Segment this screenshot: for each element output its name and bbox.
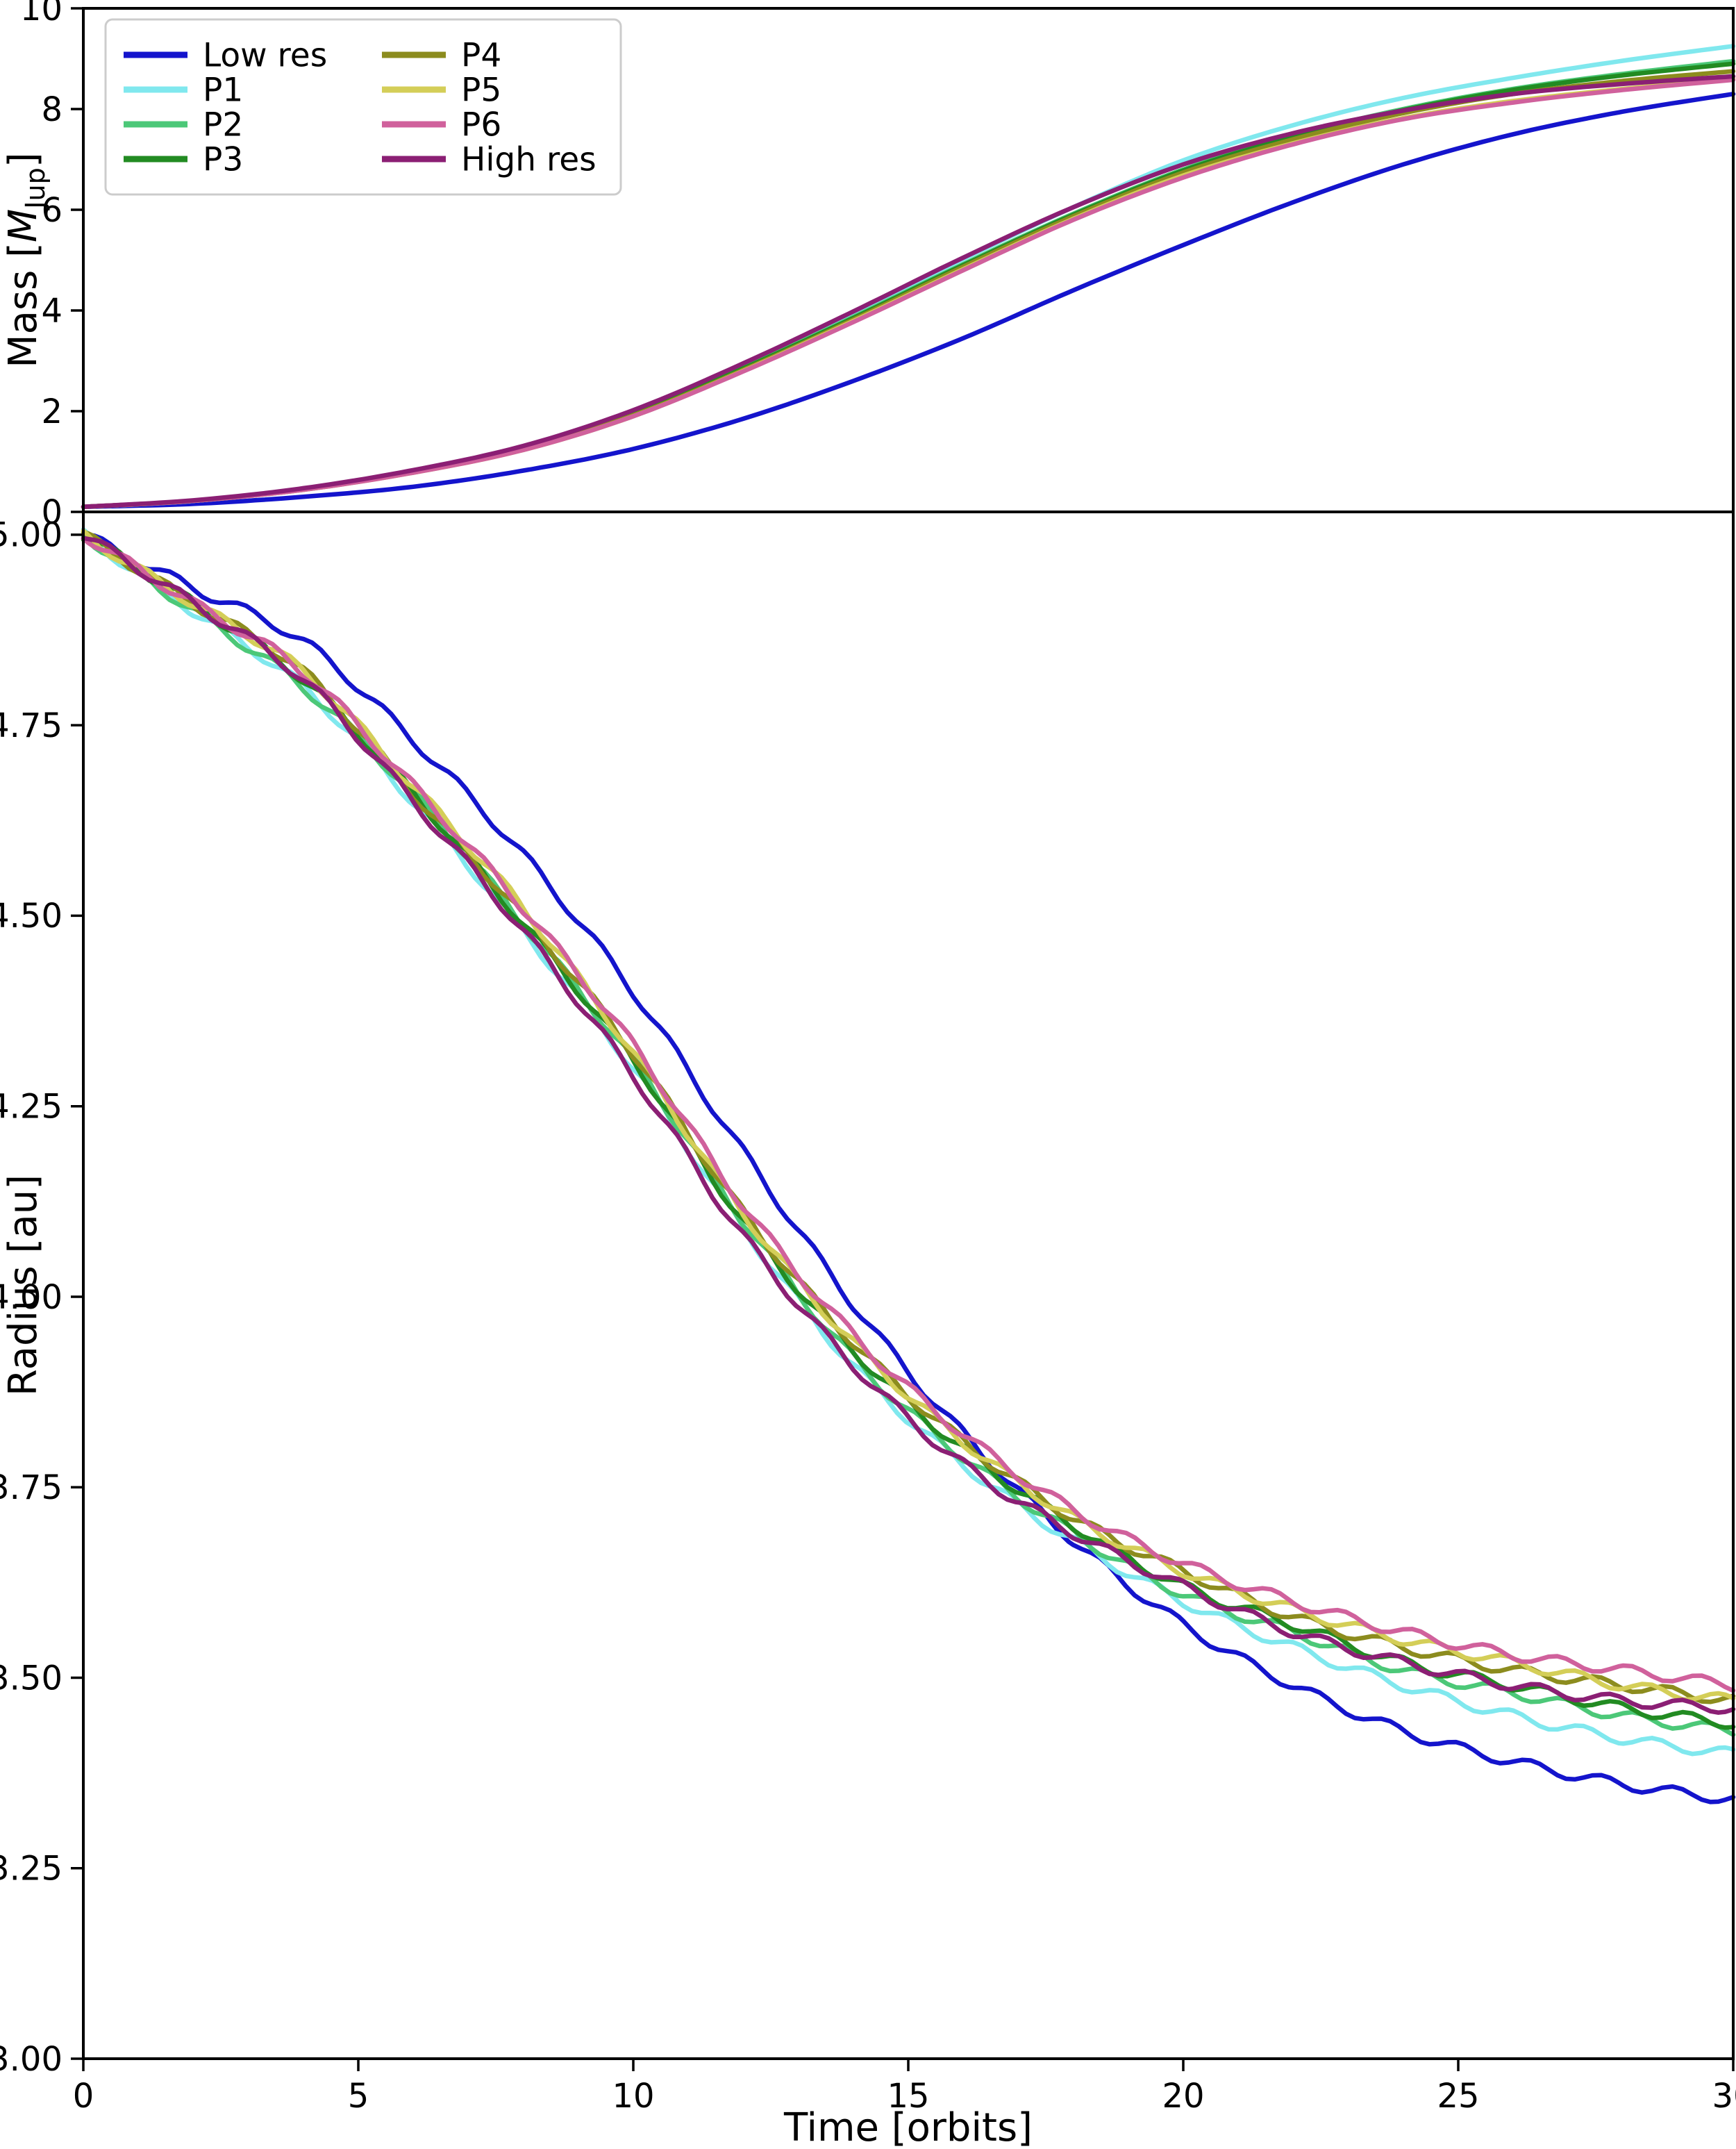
legend-item-low-res: Low res	[124, 36, 327, 74]
legend-label: P6	[461, 106, 501, 144]
radius-y-tick-label: 4.75	[0, 706, 62, 745]
series-line-high-res	[81, 74, 1736, 510]
x-axis-label: Time [orbits]	[783, 2105, 1033, 2149]
legend-label: P4	[461, 36, 501, 74]
radius-ylabel: Radius [au]	[1, 1175, 46, 1396]
x-tick-label: 10	[612, 2077, 654, 2116]
mass-y-tick-label: 0	[41, 493, 62, 532]
mass-panel: 0 2 4 6 8 10 Mass [MJup]	[1, 0, 1736, 532]
mass-y-tick-label: 10	[20, 0, 62, 28]
legend-item-p3: P3	[124, 140, 243, 179]
x-tick-label: 15	[887, 2077, 929, 2116]
radius-y-tick-label: 3.00	[0, 2040, 62, 2079]
radius-y-tick-label: 4.25	[0, 1087, 62, 1126]
radius-y-tick-label: 3.25	[0, 1850, 62, 1889]
x-tick-label: 30	[1712, 2077, 1736, 2116]
legend-box	[104, 18, 622, 196]
x-tick-label: 5	[348, 2077, 369, 2116]
mass-y-tick-label: 2	[41, 392, 62, 431]
series-line-p5	[81, 528, 1736, 1702]
legend-item-p5: P5	[382, 71, 501, 109]
legend-item-p1: P1	[124, 71, 243, 109]
legend-label: P3	[203, 140, 243, 179]
radius-y-tick-label: 5.00	[0, 516, 62, 555]
radius-y-tick-label: 3.50	[0, 1659, 62, 1698]
legend-label: P1	[203, 71, 243, 109]
radius-y-tick-label: 4.00	[0, 1278, 62, 1317]
mass-y-tick-label: 8	[41, 90, 62, 129]
radius-panel: 3.00 3.25 3.50 3.75 4.00 4.25 4.50 4.75 5.00 Radi…	[0, 511, 1736, 2079]
series-line-low-res	[81, 532, 1736, 1804]
series-line-high-res	[81, 536, 1736, 1715]
legend-label: High res	[461, 140, 596, 179]
x-tick-label: 0	[73, 2077, 94, 2116]
legend-item-p6: P6	[382, 106, 501, 144]
radius-y-tick-label: 4.50	[0, 897, 62, 936]
mass-y-tick-label: 6	[41, 191, 62, 230]
legend-label: P2	[203, 106, 243, 144]
x-tick-label: 25	[1437, 2077, 1479, 2116]
legend-label: P5	[461, 71, 501, 109]
legend-item-p4: P4	[382, 36, 501, 74]
legend-label: Low res	[203, 36, 327, 74]
legend-item-p2: P2	[124, 106, 243, 144]
series-line-p6	[81, 536, 1736, 1693]
series-line-low-res	[81, 92, 1736, 510]
radius-y-tick-label: 3.75	[0, 1468, 62, 1507]
legend-item-high-res: High res	[382, 140, 596, 179]
mass-ylabel: Mass [MJup]	[1, 152, 51, 367]
mass-y-tick-label: 4	[41, 292, 62, 331]
x-tick-label: 20	[1162, 2077, 1204, 2116]
